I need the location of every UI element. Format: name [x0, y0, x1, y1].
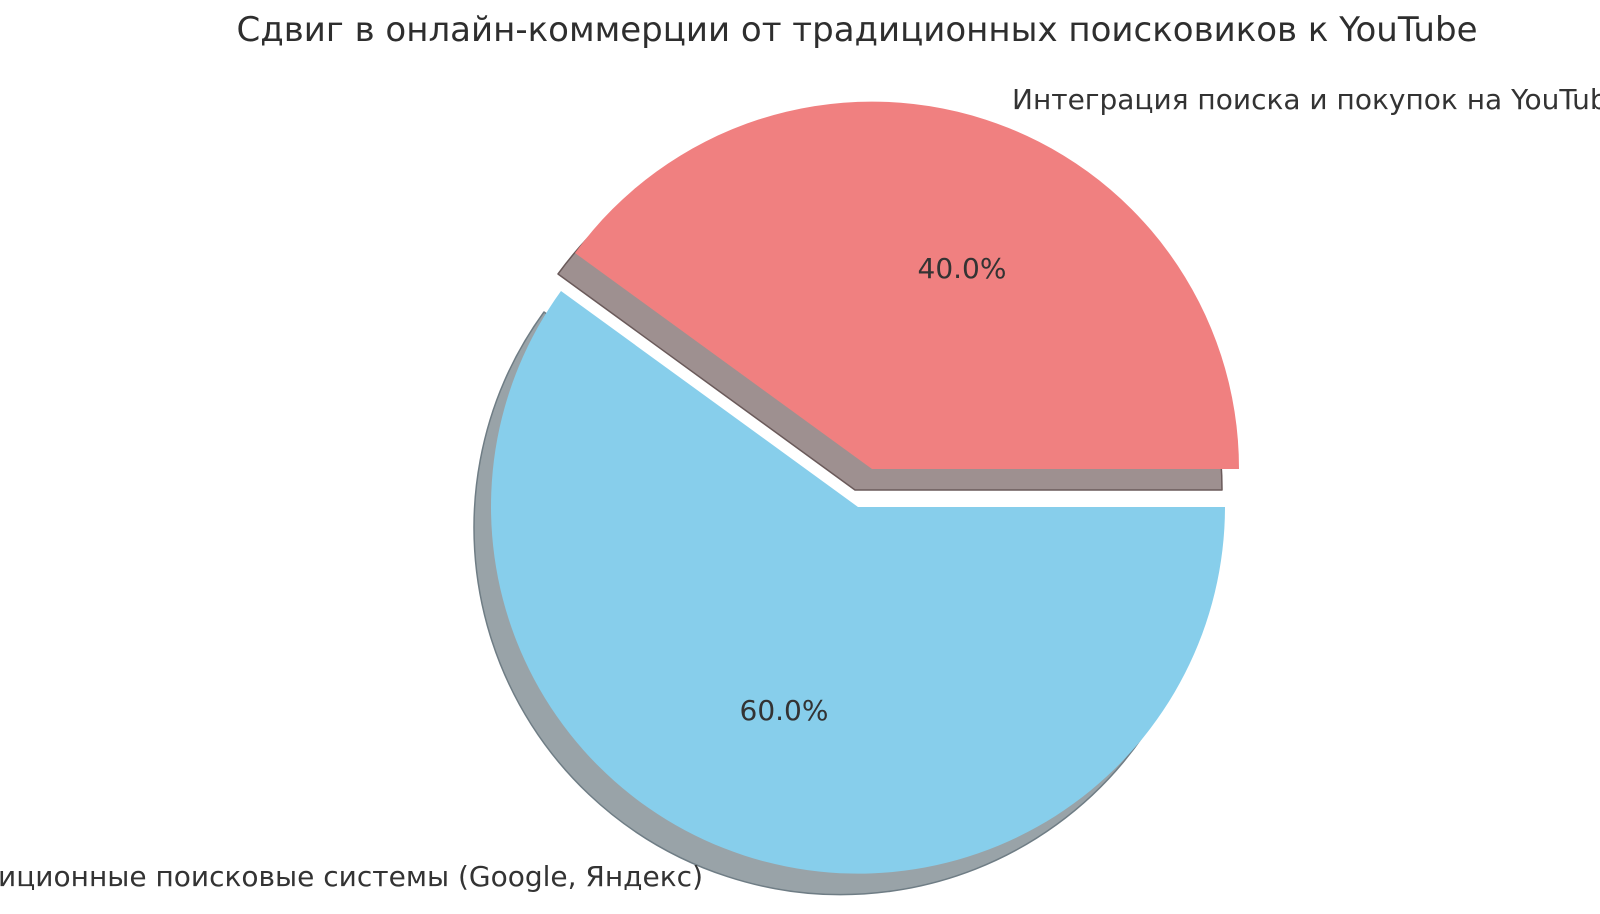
slice-label-traditional: Традиционные поисковые системы (Google, … [0, 860, 703, 893]
pct-label-youtube: 40.0% [918, 252, 1007, 285]
pct-label-traditional: 60.0% [740, 694, 829, 727]
slice-traditional [491, 291, 1225, 874]
slice-label-youtube: Интеграция поиска и покупок на YouTube [1012, 83, 1600, 116]
slice-youtube [575, 101, 1240, 469]
chart-title: Сдвиг в онлайн-коммерции от традиционных… [237, 10, 1478, 50]
